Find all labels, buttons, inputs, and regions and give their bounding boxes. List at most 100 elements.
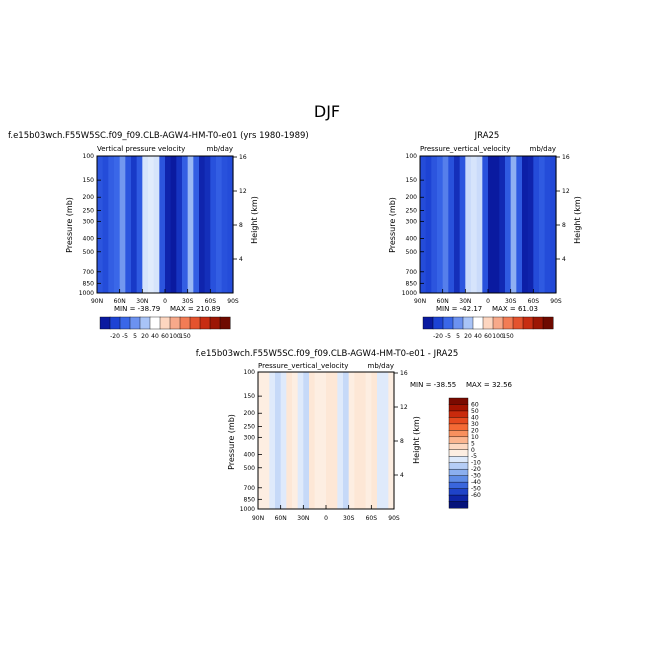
colorbar-swatch	[442, 316, 454, 330]
field-column	[210, 156, 217, 293]
colorbar-label: -20	[471, 466, 481, 473]
field-column	[221, 156, 228, 293]
panel-jra25-y2label: Height (km)	[573, 196, 582, 244]
colorbar-label: 40	[474, 333, 482, 340]
colorbar-swatch	[472, 316, 484, 330]
colorbar-swatch	[492, 316, 504, 330]
colorbar-label: -5	[122, 333, 128, 340]
field-column	[539, 156, 546, 293]
x-tick-label: 0	[324, 515, 328, 522]
colorbar-swatch	[99, 316, 111, 330]
field-column	[97, 156, 104, 293]
panel-model-title: f.e15b03wch.F55W5SC.f09_f09.CLB-AGW4-HM-…	[8, 131, 309, 141]
field-column	[371, 372, 378, 509]
y-tick-label: 700	[83, 269, 95, 276]
colorbar-swatch	[448, 417, 469, 425]
colorbar-label: -50	[471, 486, 481, 493]
field-column	[258, 372, 265, 509]
field-column	[153, 156, 160, 293]
colorbar-swatch	[169, 316, 181, 330]
colorbar-swatch	[209, 316, 221, 330]
field-column	[331, 372, 338, 509]
colorbar-swatch	[448, 404, 469, 412]
field-column	[527, 156, 534, 293]
panel-difference-min: MIN = -38.55	[410, 381, 456, 389]
colorbar-label: 150	[502, 333, 514, 340]
colorbar-swatch	[448, 436, 469, 444]
colorbar-swatch	[448, 462, 469, 470]
field-column	[182, 156, 189, 293]
panel-model-min: MIN = -38.79	[114, 305, 160, 313]
panel-jra25-plot: 90N 60N 30N 0 30S 60S 90S 100 150 200 250 300 400 500…	[402, 153, 570, 305]
field-column	[204, 156, 211, 293]
y-tick-label: 200	[406, 194, 418, 201]
field-column	[303, 372, 310, 509]
field-column	[165, 156, 172, 293]
panel-jra25-title: JRA25	[474, 131, 500, 141]
colorbar-swatch	[448, 475, 469, 483]
colorbar-label: -10	[471, 460, 481, 467]
colorbar-swatch	[522, 316, 534, 330]
x-tick-label: 30N	[136, 298, 148, 305]
panel-difference-y2label: Height (km)	[412, 416, 421, 464]
field-column	[108, 156, 115, 293]
field-column	[454, 156, 461, 293]
field-column	[280, 372, 287, 509]
panel-model: f.e15b03wch.F55W5SC.f09_f09.CLB-AGW4-HM-…	[8, 131, 309, 340]
colorbar-label: 150	[179, 333, 191, 340]
panel-jra25-subtitle-left: Pressure_vertical_velocity	[420, 145, 510, 153]
colorbar-label: 40	[151, 333, 159, 340]
field-column	[159, 156, 166, 293]
field-column	[544, 156, 551, 293]
colorbar-label: -60	[471, 492, 481, 499]
field-column	[431, 156, 438, 293]
colorbar-label: 5	[133, 333, 137, 340]
colorbar-swatch	[448, 494, 469, 503]
field-column	[476, 156, 483, 293]
y-tick-label: 500	[244, 465, 256, 472]
field-column	[522, 156, 529, 293]
x-tick-label: 90N	[252, 515, 264, 522]
colorbar-swatch	[129, 316, 141, 330]
colorbar-label: -5	[471, 453, 477, 460]
field-column	[297, 372, 304, 509]
y-tick-label: 400	[244, 451, 256, 458]
y-tick-label: 300	[83, 218, 95, 225]
field-column	[382, 372, 389, 509]
colorbar-swatch	[448, 449, 469, 457]
colorbar-label: 100	[169, 333, 181, 340]
x-tick-label: 60S	[528, 298, 540, 305]
y2-tick-label: 4	[562, 256, 566, 263]
field-column	[309, 372, 316, 509]
x-tick-label: 90S	[550, 298, 562, 305]
panel-difference: f.e15b03wch.F55W5SC.f09_f09.CLB-AGW4-HM-…	[196, 349, 513, 522]
panel-difference-title: f.e15b03wch.F55W5SC.f09_f09.CLB-AGW4-HM-…	[196, 349, 459, 359]
field-column	[488, 156, 495, 293]
colorbar-swatch	[189, 316, 201, 330]
y-tick-label: 700	[406, 269, 418, 276]
colorbar-swatch	[512, 316, 524, 330]
field-column	[131, 156, 138, 293]
y-tick-label: 400	[83, 235, 95, 242]
x-tick-label: 60N	[275, 515, 287, 522]
field-column	[510, 156, 517, 293]
x-tick-label: 30S	[182, 298, 194, 305]
colorbar-swatch	[452, 316, 464, 330]
field-column	[420, 156, 427, 293]
colorbar-label: 20	[464, 333, 472, 340]
field-column	[437, 156, 444, 293]
colorbar-swatch	[149, 316, 161, 330]
field-column	[314, 372, 321, 509]
colorbar-swatch	[532, 316, 544, 330]
y-tick-label: 100	[406, 153, 418, 160]
panel-jra25-ylabel: Pressure (mb)	[388, 197, 397, 253]
y-tick-label: 850	[83, 280, 95, 287]
y-tick-label: 250	[244, 424, 256, 431]
y-tick-label: 300	[406, 218, 418, 225]
field-column	[292, 372, 299, 509]
x-tick-label: 30N	[297, 515, 309, 522]
colorbar-label: 60	[484, 333, 492, 340]
x-tick-label: 30S	[343, 515, 355, 522]
colorbar-swatch	[482, 316, 494, 330]
